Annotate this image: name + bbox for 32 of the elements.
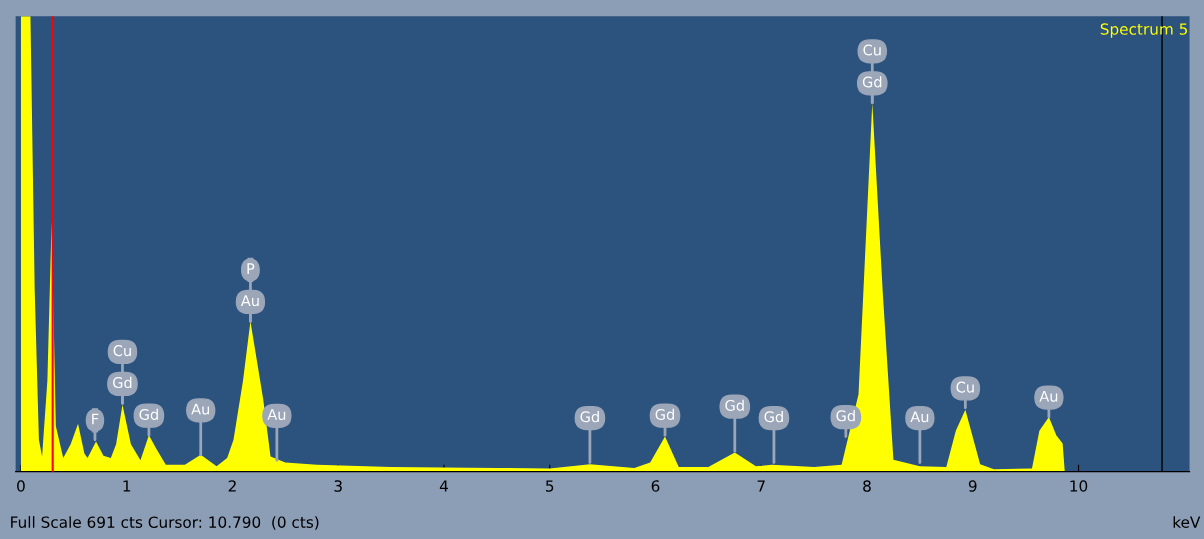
annotation: Gd xyxy=(655,408,674,420)
annotation: Cu xyxy=(113,345,131,357)
x-tick-label: 4 xyxy=(439,480,448,492)
x-tick-label: 0 xyxy=(17,480,25,492)
annotation: Au xyxy=(1039,390,1058,402)
annotation: Cu xyxy=(956,381,974,393)
x-tick-label: 8 xyxy=(863,480,871,492)
annotation: Au xyxy=(191,403,210,415)
annotation: Gd xyxy=(836,410,855,422)
annotation: Gd xyxy=(725,399,744,411)
x-tick-label: 7 xyxy=(757,480,765,492)
annotation: Au xyxy=(910,411,929,423)
annotation: Gd xyxy=(862,76,882,88)
x-tick-label: 6 xyxy=(651,480,660,492)
x-tick-label: 10 xyxy=(1070,480,1088,492)
x-tick-label: 9 xyxy=(968,480,977,492)
annotation: Au xyxy=(240,295,259,307)
annotation: Gd xyxy=(580,411,599,423)
annotation: Gd xyxy=(764,411,783,423)
text: Full Scale 691 cts Cursor: 10.790 (0 cts) xyxy=(11,516,319,530)
x-tick-label: 2 xyxy=(228,480,236,492)
x-tick-label: 1 xyxy=(123,480,131,492)
x-axis-title: keV xyxy=(1173,516,1201,528)
annotation: P xyxy=(247,263,255,274)
annotation: Gd xyxy=(113,376,132,389)
annotation: Au xyxy=(267,409,286,421)
annotation: Gd xyxy=(139,408,158,420)
annotation: F xyxy=(92,413,99,425)
x-tick-label: 3 xyxy=(334,480,342,492)
x-tick-label: 5 xyxy=(546,480,554,492)
annotation: Cu xyxy=(863,44,881,56)
chart-title: Spectrum 5 xyxy=(1100,23,1188,38)
